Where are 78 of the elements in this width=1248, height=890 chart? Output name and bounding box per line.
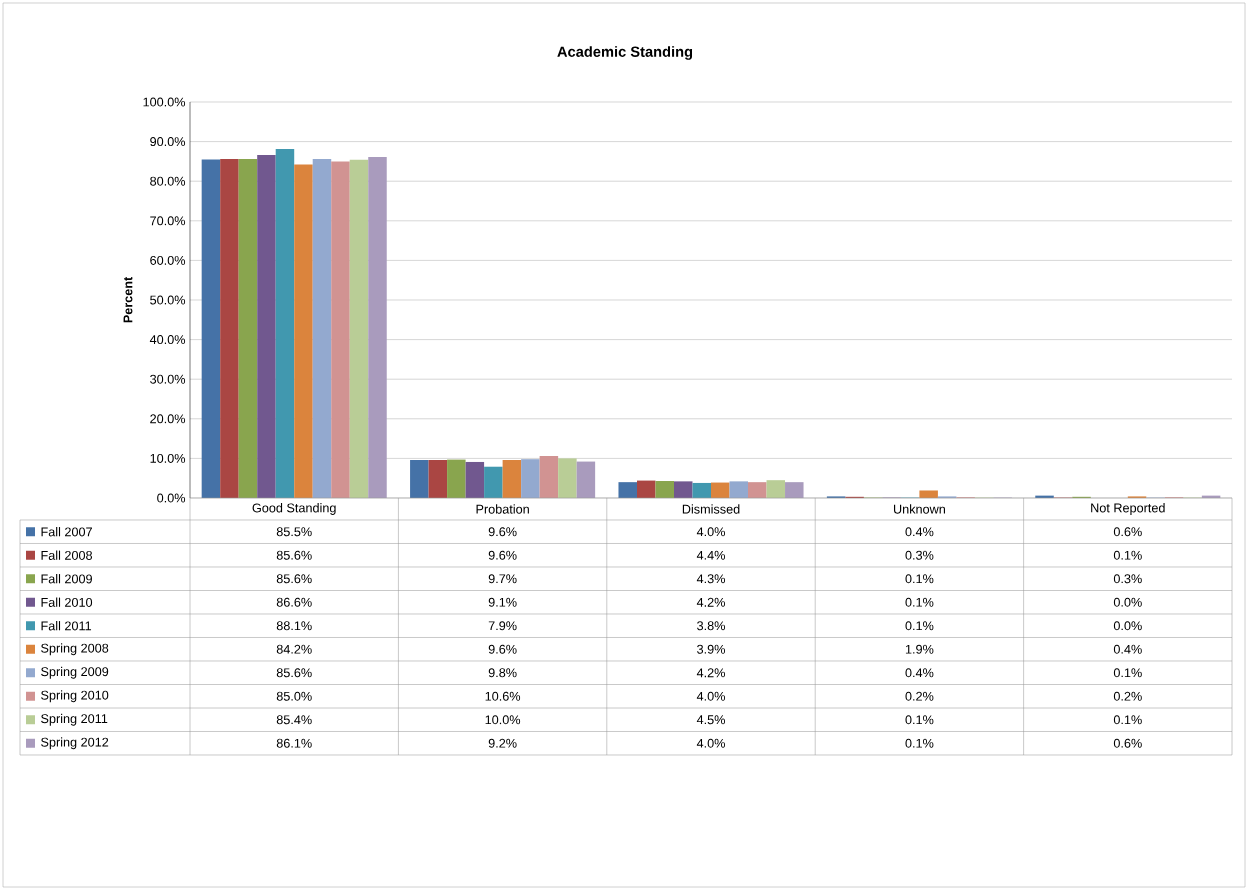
data-label: 85.6% bbox=[276, 550, 312, 560]
y-tick-label: 40.0% bbox=[149, 335, 186, 345]
y-axis-title: Percent bbox=[123, 276, 133, 323]
data-label: 88.1% bbox=[276, 621, 312, 631]
legend-label: Fall 2011 bbox=[41, 621, 92, 631]
data-label: 0.6% bbox=[1113, 527, 1142, 537]
data-label: 0.2% bbox=[905, 691, 934, 701]
data-label: 9.7% bbox=[488, 574, 517, 584]
data-label: 9.6% bbox=[488, 550, 517, 560]
y-tick-label: 90.0% bbox=[150, 137, 186, 147]
data-label: 0.1% bbox=[1113, 668, 1142, 678]
data-label: 7.9% bbox=[488, 621, 517, 631]
data-label: 4.5% bbox=[696, 715, 725, 725]
data-label: 4.3% bbox=[696, 574, 725, 584]
data-label: 3.9% bbox=[697, 644, 725, 654]
data-label: 9.6% bbox=[488, 527, 517, 537]
data-label: 0.0% bbox=[1113, 621, 1142, 631]
data-label: 4.2% bbox=[696, 668, 725, 678]
data-label: 0.2% bbox=[1113, 691, 1142, 701]
data-label: 0.1% bbox=[905, 597, 934, 607]
data-label: 0.4% bbox=[1113, 644, 1142, 654]
data-label: 9.1% bbox=[488, 597, 517, 607]
data-label: 0.3% bbox=[905, 550, 934, 560]
y-tick-label: 10.0% bbox=[150, 453, 186, 463]
legend-label: Spring 2011 bbox=[41, 713, 108, 726]
legend-label: Spring 2010 bbox=[41, 690, 109, 703]
y-tick-label: 100.0% bbox=[143, 97, 186, 107]
data-label: 86.6% bbox=[276, 597, 312, 607]
data-label: 3.8% bbox=[697, 621, 725, 631]
chart-title: Academic Standing bbox=[557, 46, 693, 60]
data-label: 85.5% bbox=[276, 527, 312, 537]
legend-label: Fall 2007 bbox=[41, 527, 92, 537]
data-label: 0.6% bbox=[1113, 738, 1142, 748]
x-tick-label: Probation bbox=[476, 504, 529, 514]
legend-label: Fall 2008 bbox=[41, 550, 93, 560]
data-label: 0.1% bbox=[905, 621, 934, 631]
data-label: 85.0% bbox=[276, 691, 312, 701]
legend-label: Fall 2009 bbox=[41, 574, 92, 584]
data-label: 0.1% bbox=[905, 715, 934, 725]
data-label: 85.6% bbox=[276, 574, 312, 584]
data-label: 0.4% bbox=[905, 527, 934, 537]
data-label: 10.0% bbox=[485, 715, 521, 725]
data-label: 0.3% bbox=[1113, 574, 1142, 584]
data-label: 0.0% bbox=[1113, 597, 1142, 607]
data-label: 0.1% bbox=[905, 574, 934, 584]
x-tick-label: Good Standing bbox=[252, 503, 336, 515]
y-tick-label: 30.0% bbox=[150, 374, 186, 384]
data-label: 4.0% bbox=[696, 691, 725, 701]
data-label: 0.1% bbox=[905, 738, 934, 748]
data-label: 1.9% bbox=[905, 644, 934, 654]
x-tick-label: Unknown bbox=[893, 504, 945, 514]
data-label: 4.2% bbox=[696, 597, 725, 607]
legend-label: Spring 2009 bbox=[41, 666, 109, 679]
data-label: 9.6% bbox=[488, 644, 517, 654]
data-label: 4.0% bbox=[696, 527, 725, 537]
legend-label: Spring 2008 bbox=[41, 643, 109, 656]
y-tick-label: 60.0% bbox=[150, 255, 186, 265]
y-tick-label: 80.0% bbox=[150, 176, 186, 186]
data-label: 4.0% bbox=[696, 738, 725, 748]
data-label: 10.6% bbox=[485, 691, 521, 701]
data-label: 85.4% bbox=[276, 715, 312, 725]
x-tick-label: Not Reported bbox=[1091, 503, 1165, 515]
legend-label: Spring 2012 bbox=[41, 737, 109, 750]
data-label: 9.2% bbox=[488, 738, 517, 748]
y-tick-label: 20.0% bbox=[150, 414, 186, 424]
data-label: 4.4% bbox=[696, 550, 725, 560]
legend-label: Fall 2010 bbox=[41, 597, 93, 607]
y-tick-label: 70.0% bbox=[150, 216, 186, 226]
data-label: 0.1% bbox=[1113, 715, 1142, 725]
y-tick-label: 50.0% bbox=[150, 295, 186, 305]
data-label: 85.6% bbox=[276, 668, 312, 678]
data-label: 84.2% bbox=[276, 644, 312, 654]
x-tick-label: Dismissed bbox=[682, 504, 740, 514]
data-label: 0.4% bbox=[905, 668, 934, 678]
data-label: 9.8% bbox=[488, 668, 517, 678]
data-label: 0.1% bbox=[1113, 550, 1142, 560]
data-label: 86.1% bbox=[276, 738, 312, 748]
y-tick-label: 0.0% bbox=[157, 493, 186, 503]
